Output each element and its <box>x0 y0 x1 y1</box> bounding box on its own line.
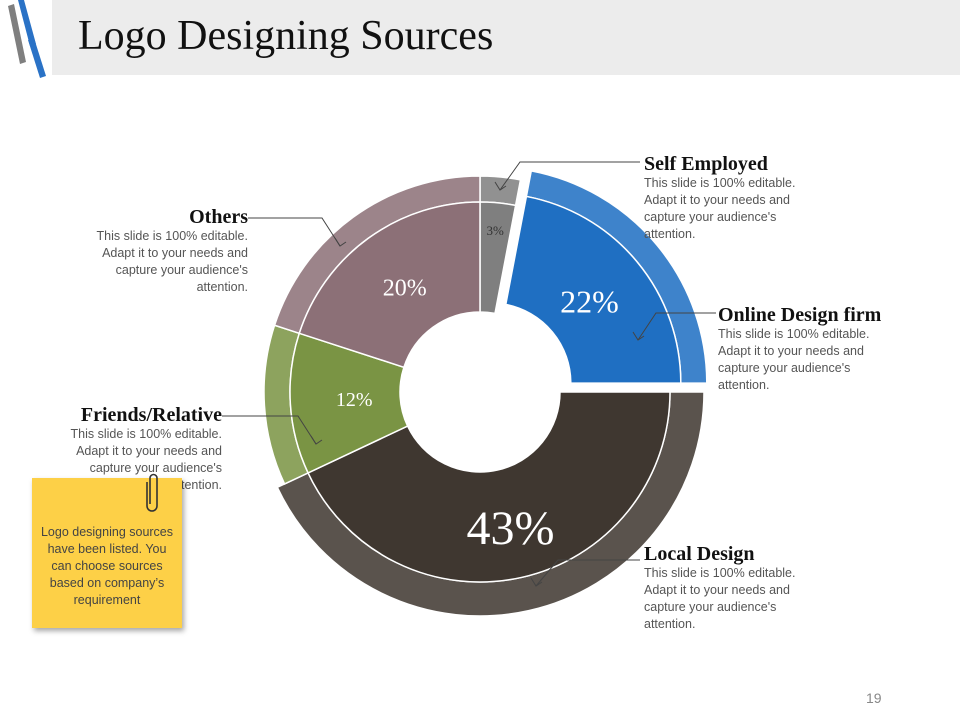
leader-online-design-firm <box>637 312 716 341</box>
chart-slice-labels: 3% 22% 43% 12% 20% <box>336 223 619 555</box>
callout-local-design: Local Design This slide is 100% editable… <box>644 543 822 633</box>
page-number: 19 <box>866 690 882 706</box>
leader-arrowhead <box>530 577 543 587</box>
callout-leader-lines <box>222 161 716 587</box>
data-label-friends-relative: 12% <box>336 389 373 411</box>
leader-self-employed <box>499 161 640 191</box>
leader-arrowhead <box>494 181 507 191</box>
callout-title: Local Design <box>644 543 755 565</box>
callout-online-design-firm: Online Design firm This slide is 100% ed… <box>718 304 896 394</box>
callout-title: Friends/Relative <box>80 404 222 426</box>
leader-friends-relative <box>222 415 317 445</box>
slice-fill <box>479 201 517 315</box>
slice-online-design-firm <box>504 170 708 384</box>
callout-body: This slide is 100% editable. Adapt it to… <box>96 229 248 294</box>
slice-fill <box>504 195 682 384</box>
callout-body: This slide is 100% editable. Adapt it to… <box>718 327 870 392</box>
slice-outer-ring <box>479 175 522 207</box>
leader-local-design <box>535 559 640 587</box>
callout-body: This slide is 100% editable. Adapt it to… <box>70 427 222 492</box>
sticky-note-text: Logo designing sources have been listed.… <box>40 525 174 607</box>
callout-body: This slide is 100% editable. Adapt it to… <box>644 176 796 241</box>
callout-self-employed: Self Employed This slide is 100% editabl… <box>644 153 822 243</box>
callout-title: Online Design firm <box>718 304 882 326</box>
callout-body: This slide is 100% editable. Adapt it to… <box>644 566 796 631</box>
leader-arrowhead <box>334 237 347 247</box>
slice-others <box>273 175 481 369</box>
data-label-self-employed: 3% <box>487 223 505 238</box>
slice-fill <box>298 201 481 369</box>
leader-arrowhead <box>632 331 645 341</box>
callout-title: Self Employed <box>644 153 768 175</box>
callout-others: Others This slide is 100% editable. Adap… <box>66 206 248 296</box>
callout-title: Others <box>189 206 248 228</box>
data-label-local-design: 43% <box>467 502 555 555</box>
title-bar <box>52 0 960 75</box>
slide-logo-icon <box>8 0 46 78</box>
leader-others <box>248 217 341 247</box>
page-title: Logo Designing Sources <box>78 13 494 59</box>
slice-self-employed <box>479 175 522 315</box>
callout-friends-relative: Friends/Relative This slide is 100% edit… <box>40 404 222 494</box>
paperclip-icon <box>146 473 158 512</box>
slice-fill <box>307 391 671 583</box>
data-label-others: 20% <box>383 275 427 301</box>
chart-slices <box>263 170 708 617</box>
data-label-online-design-firm: 22% <box>560 284 619 320</box>
leader-arrowhead <box>310 435 323 445</box>
